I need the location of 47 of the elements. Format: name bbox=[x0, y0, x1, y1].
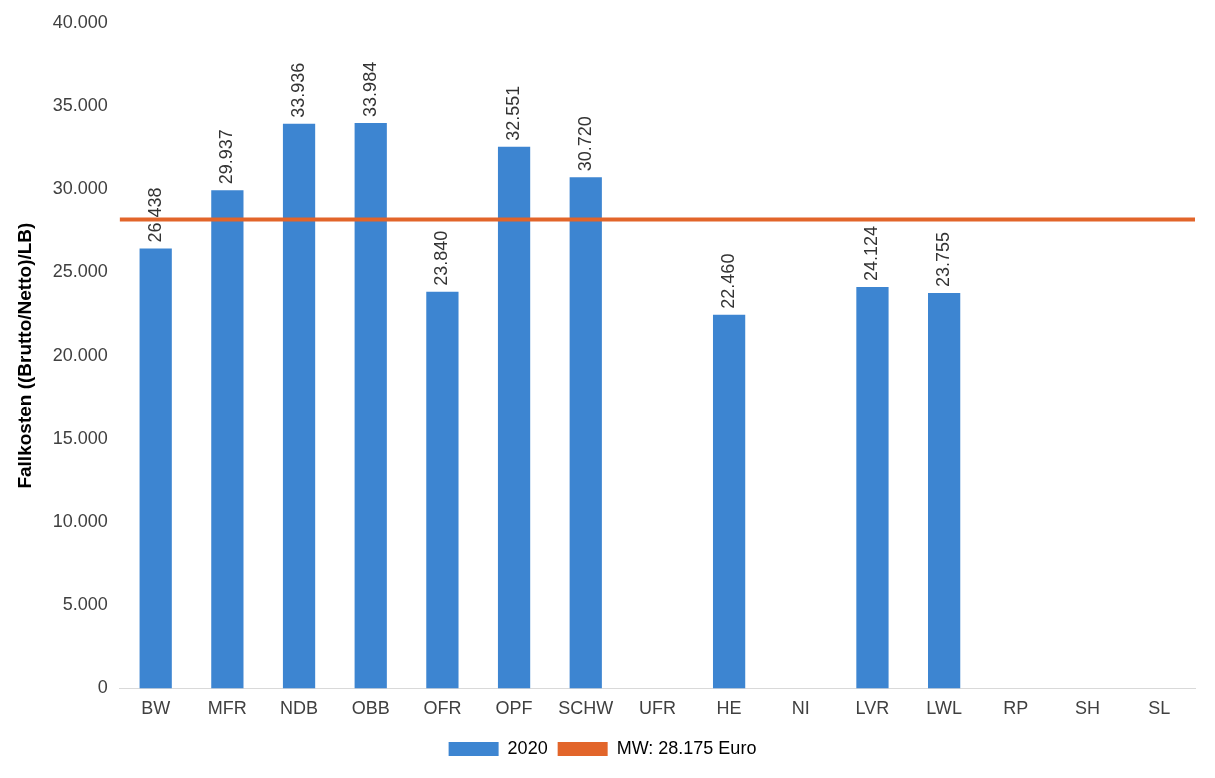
x-tick-label: SH bbox=[1074, 698, 1100, 719]
bar bbox=[928, 293, 961, 689]
x-tick-label: OFR bbox=[423, 698, 462, 719]
y-tick-label: 15.000 bbox=[52, 427, 108, 448]
x-tick-label: OBB bbox=[351, 698, 390, 719]
y-tick-label: 20.000 bbox=[52, 344, 108, 365]
data-label: 29.937 bbox=[216, 129, 237, 185]
x-tick-label: NDB bbox=[280, 698, 319, 719]
data-label: 30.720 bbox=[574, 116, 595, 172]
x-tick-label: MFR bbox=[207, 698, 247, 719]
bar bbox=[426, 291, 459, 689]
x-tick-label: UFR bbox=[638, 698, 676, 719]
legend-label: MW: 28.175 Euro bbox=[616, 737, 757, 758]
y-tick-label: 40.000 bbox=[52, 11, 108, 32]
y-tick-label: 25.000 bbox=[52, 261, 108, 282]
bar bbox=[354, 122, 387, 689]
data-label: 23.840 bbox=[431, 230, 452, 286]
bar bbox=[282, 123, 316, 689]
y-tick-label: 35.000 bbox=[52, 94, 108, 115]
x-tick-label: OPF bbox=[495, 698, 533, 719]
x-tick-label: BW bbox=[141, 698, 171, 719]
x-tick-label: SCHW bbox=[558, 698, 614, 719]
x-tick-label: HE bbox=[716, 698, 742, 719]
x-tick-label: NI bbox=[791, 698, 810, 719]
data-label: 33.936 bbox=[288, 62, 309, 118]
y-tick-label: 10.000 bbox=[52, 510, 108, 531]
x-tick-label: LVR bbox=[855, 698, 890, 719]
bar bbox=[497, 146, 531, 689]
data-label: 22.460 bbox=[718, 253, 739, 309]
y-axis-title: Fallkosten ((Brutto/Netto)/LB) bbox=[13, 222, 35, 489]
data-label: 32.551 bbox=[503, 85, 524, 141]
data-label: 26.438 bbox=[144, 187, 165, 243]
bar bbox=[569, 177, 602, 689]
x-tick-label: LWL bbox=[926, 698, 962, 719]
bar bbox=[856, 286, 889, 689]
data-label: 33.984 bbox=[359, 61, 380, 117]
y-tick-label: 5.000 bbox=[62, 594, 108, 615]
y-tick-label: 30.000 bbox=[52, 178, 108, 199]
data-label: 24.124 bbox=[861, 225, 882, 281]
x-tick-label: SL bbox=[1148, 698, 1171, 719]
data-label: 23.755 bbox=[933, 232, 954, 288]
y-tick-label: 0 bbox=[97, 677, 108, 698]
bar bbox=[712, 314, 746, 689]
x-tick-label: RP bbox=[1003, 698, 1029, 719]
bar bbox=[211, 190, 244, 689]
legend-label: 2020 bbox=[507, 737, 548, 758]
bar bbox=[139, 248, 172, 689]
